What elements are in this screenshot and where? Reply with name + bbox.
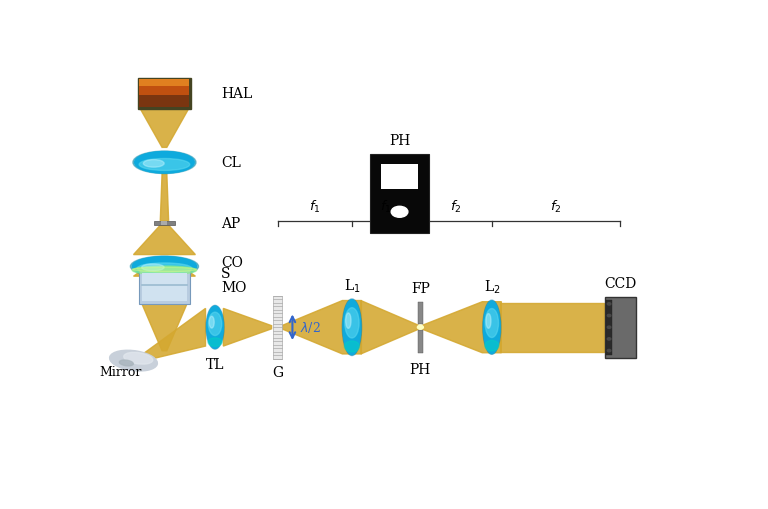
- Ellipse shape: [119, 360, 134, 366]
- Ellipse shape: [132, 257, 197, 276]
- Bar: [273, 296, 282, 359]
- Text: S: S: [221, 267, 230, 281]
- Ellipse shape: [133, 152, 196, 174]
- Ellipse shape: [343, 299, 362, 356]
- Polygon shape: [161, 174, 169, 221]
- Text: $f_2$: $f_2$: [551, 199, 562, 215]
- Text: $\lambda$/2: $\lambda$/2: [300, 319, 320, 334]
- Ellipse shape: [485, 309, 498, 338]
- Bar: [161, 222, 167, 225]
- FancyBboxPatch shape: [139, 271, 190, 304]
- Ellipse shape: [144, 160, 164, 168]
- Text: Mirror: Mirror: [99, 365, 141, 378]
- Polygon shape: [282, 301, 362, 354]
- Ellipse shape: [137, 264, 192, 274]
- Bar: [370, 155, 429, 234]
- Text: L$_1$: L$_1$: [343, 277, 360, 294]
- Bar: [140, 95, 190, 108]
- Polygon shape: [500, 303, 604, 352]
- Bar: [381, 164, 418, 190]
- Bar: [141, 274, 187, 301]
- Polygon shape: [140, 108, 190, 148]
- Ellipse shape: [206, 306, 224, 349]
- Ellipse shape: [345, 308, 359, 338]
- Ellipse shape: [485, 341, 499, 351]
- Ellipse shape: [484, 301, 500, 354]
- Ellipse shape: [344, 342, 359, 352]
- Ellipse shape: [346, 314, 351, 329]
- Bar: [418, 302, 423, 325]
- Bar: [140, 80, 190, 87]
- Circle shape: [391, 207, 408, 218]
- Ellipse shape: [141, 264, 164, 271]
- Polygon shape: [223, 309, 272, 347]
- Text: G: G: [272, 365, 283, 379]
- Text: $f_1$: $f_1$: [309, 199, 320, 215]
- Text: CCD: CCD: [604, 276, 637, 290]
- Ellipse shape: [486, 314, 491, 329]
- Text: AP: AP: [221, 217, 240, 231]
- Polygon shape: [420, 302, 502, 353]
- Bar: [140, 87, 190, 95]
- Ellipse shape: [132, 268, 197, 272]
- Ellipse shape: [209, 317, 214, 328]
- Circle shape: [607, 338, 611, 341]
- Bar: [606, 300, 612, 355]
- Bar: [605, 297, 636, 358]
- Text: PH: PH: [410, 362, 431, 376]
- Text: $f_2$: $f_2$: [450, 199, 462, 215]
- Text: PH: PH: [389, 134, 410, 148]
- Circle shape: [607, 326, 611, 329]
- Circle shape: [607, 315, 611, 317]
- Ellipse shape: [343, 300, 361, 355]
- Ellipse shape: [134, 152, 194, 174]
- Text: CL: CL: [221, 156, 241, 170]
- Polygon shape: [361, 301, 420, 354]
- Ellipse shape: [132, 266, 197, 275]
- Bar: [154, 222, 175, 225]
- Polygon shape: [137, 309, 206, 363]
- Text: L$_2$: L$_2$: [484, 278, 500, 295]
- Polygon shape: [134, 271, 195, 277]
- Text: $f_1$: $f_1$: [380, 199, 392, 215]
- Text: CO: CO: [221, 256, 243, 270]
- Ellipse shape: [208, 338, 222, 347]
- Ellipse shape: [208, 313, 222, 336]
- Polygon shape: [134, 225, 195, 255]
- Circle shape: [418, 326, 423, 329]
- Bar: [418, 330, 423, 353]
- Ellipse shape: [124, 353, 153, 364]
- Ellipse shape: [207, 306, 223, 349]
- Text: HAL: HAL: [221, 87, 252, 101]
- Circle shape: [607, 303, 611, 305]
- Polygon shape: [142, 304, 187, 351]
- Text: MO: MO: [221, 280, 247, 294]
- Ellipse shape: [483, 300, 501, 355]
- Ellipse shape: [139, 159, 190, 171]
- Text: TL: TL: [206, 357, 224, 371]
- Text: FP: FP: [411, 281, 430, 295]
- Ellipse shape: [131, 257, 198, 277]
- Bar: [137, 79, 191, 109]
- Ellipse shape: [110, 351, 157, 371]
- Circle shape: [607, 350, 611, 352]
